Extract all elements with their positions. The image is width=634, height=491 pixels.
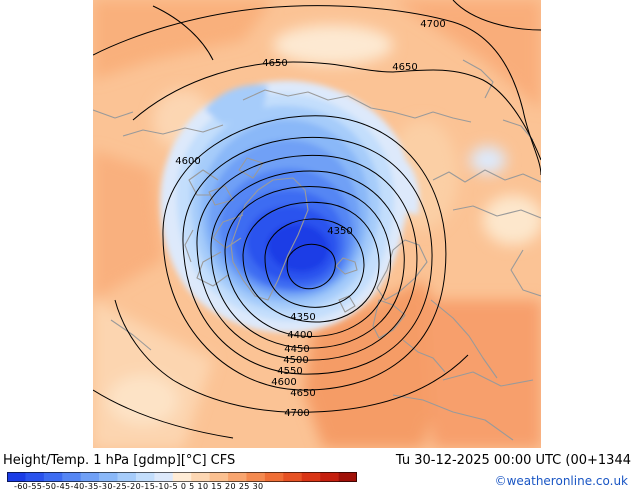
colorbar — [7, 472, 357, 482]
colorbar-swatch — [7, 472, 26, 482]
colorbar-swatch — [172, 472, 192, 482]
colorbar-labels: -60-55-50-45-40-35-30-25-20-15-10-5 0 5 … — [14, 482, 264, 491]
valid-time: Tu 30-12-2025 00:00 UTC (00+1344 — [395, 453, 631, 468]
colorbar-swatch — [25, 472, 45, 482]
contour-label: 4600 — [271, 377, 296, 388]
colorbar-swatch — [264, 472, 284, 482]
weather-map: 4700 4650 4650 4600 4350 4350 4400 4450 … — [93, 0, 541, 448]
colorbar-swatch — [209, 472, 229, 482]
contour-label: 4500 — [283, 355, 308, 366]
colorbar-swatch — [117, 472, 137, 482]
contour-label: 4650 — [290, 388, 315, 399]
contour-label: 4700 — [420, 19, 445, 30]
temperature-field — [93, 0, 541, 448]
contour-label: 4600 — [175, 156, 200, 167]
contour-label: 4650 — [392, 62, 417, 73]
colorbar-swatch — [135, 472, 155, 482]
colorbar-swatch — [301, 472, 321, 482]
colorbar-swatch — [338, 472, 357, 482]
colorbar-swatch — [62, 472, 81, 482]
map-title: Height/Temp. 1 hPa [gdmp][°C] CFS — [3, 453, 236, 468]
colorbar-swatch — [246, 472, 266, 482]
contour-label: 4350 — [290, 312, 315, 323]
contour-labels: 4700 4650 4650 4600 4350 4350 4400 4450 … — [175, 19, 445, 419]
contour-label: 4450 — [284, 344, 309, 355]
colorbar-swatch — [80, 472, 100, 482]
colorbar-swatch — [191, 472, 210, 482]
contour-label: 4350 — [327, 226, 352, 237]
footer: Height/Temp. 1 hPa [gdmp][°C] CFS Tu 30-… — [0, 448, 634, 490]
colorbar-border — [7, 472, 357, 482]
contour-label: 4700 — [284, 408, 309, 419]
contour-label: 4400 — [287, 330, 312, 341]
colorbar-swatch — [43, 472, 63, 482]
colorbar-swatch — [154, 472, 174, 482]
colorbar-swatch — [99, 472, 118, 482]
colorbar-swatch — [228, 472, 247, 482]
height-contours — [93, 0, 541, 439]
contour-label: 4550 — [277, 366, 302, 377]
colorbar-swatch — [320, 472, 339, 482]
colorbar-swatch — [283, 472, 303, 482]
credit-link[interactable]: ©weatheronline.co.uk — [494, 474, 628, 488]
contour-label: 4650 — [262, 58, 287, 69]
